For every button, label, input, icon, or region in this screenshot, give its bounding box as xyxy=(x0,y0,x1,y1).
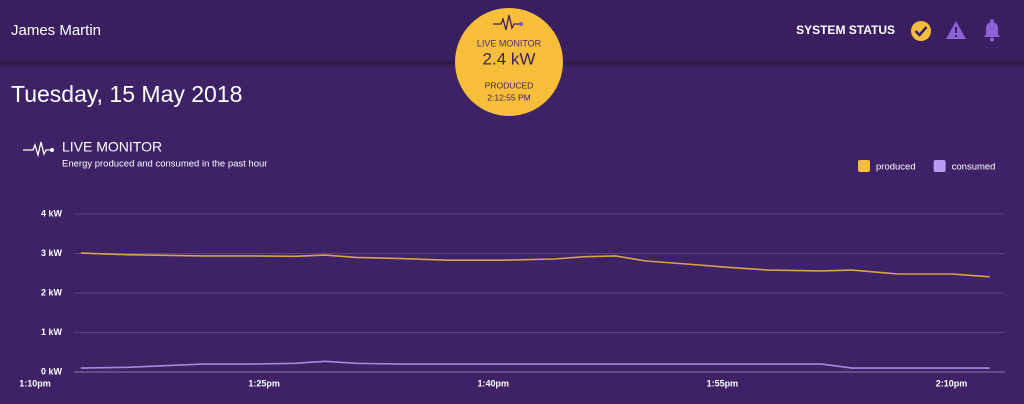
legend-swatch xyxy=(858,160,870,172)
user-name[interactable]: James Martin xyxy=(11,22,101,39)
series-line xyxy=(80,252,990,278)
pulse-icon-dot xyxy=(50,148,54,152)
chart-title: LIVE MONITOR xyxy=(62,139,162,155)
x-tick-label: 1:55pm xyxy=(707,378,739,388)
x-tick-label: 2:10pm xyxy=(936,378,968,388)
chart-subtitle: Energy produced and consumed in the past… xyxy=(62,159,267,170)
y-tick-label: 0 kW xyxy=(41,366,63,376)
y-tick-label: 3 kW xyxy=(41,248,63,258)
y-tick-label: 4 kW xyxy=(41,208,63,218)
x-tick-label: 1:40pm xyxy=(478,378,510,388)
warning-icon[interactable] xyxy=(946,21,966,39)
legend-label[interactable]: produced xyxy=(876,162,916,173)
system-status-label: SYSTEM STATUS xyxy=(796,23,895,37)
y-tick-label: 2 kW xyxy=(41,287,63,297)
legend-label[interactable]: consumed xyxy=(952,162,996,173)
series-line xyxy=(80,360,990,369)
legend-swatch xyxy=(933,160,946,172)
y-tick-label: 1 kW xyxy=(41,327,63,337)
live-badge[interactable]: LIVE MONITOR 2.4 kW PRODUCED 2:12:55 PM xyxy=(455,8,563,116)
pulse-icon xyxy=(23,141,50,158)
badge-time: 2:12:55 PM xyxy=(487,92,530,102)
date-heading: Tuesday, 15 May 2018 xyxy=(11,81,242,107)
badge-sub-label: PRODUCED xyxy=(485,80,534,90)
badge-label: LIVE MONITOR xyxy=(477,38,542,48)
x-tick-label: 1:10pm xyxy=(19,378,51,388)
status-ok-icon[interactable] xyxy=(911,21,931,41)
notifications-icon[interactable] xyxy=(984,19,1000,42)
badge-value: 2.4 kW xyxy=(483,49,536,68)
x-tick-label: 1:25pm xyxy=(248,378,280,388)
